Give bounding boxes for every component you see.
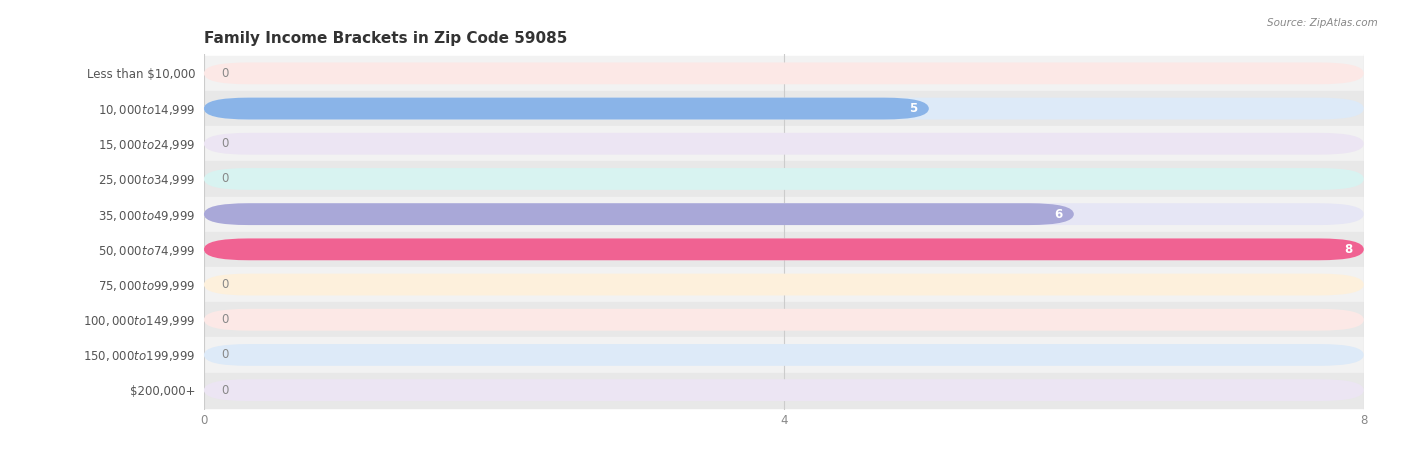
Text: 0: 0 (221, 67, 229, 80)
FancyBboxPatch shape (204, 98, 929, 119)
FancyBboxPatch shape (204, 344, 1364, 366)
FancyBboxPatch shape (204, 238, 1364, 260)
Bar (204, 302, 1364, 338)
Text: 0: 0 (221, 137, 229, 150)
Bar (204, 91, 1364, 126)
FancyBboxPatch shape (204, 274, 1364, 296)
Text: 8: 8 (1344, 243, 1353, 256)
Text: 0: 0 (221, 384, 229, 396)
Bar (204, 232, 1364, 267)
Bar (204, 162, 1364, 197)
FancyBboxPatch shape (204, 168, 1364, 190)
FancyBboxPatch shape (204, 98, 1364, 119)
Text: 0: 0 (221, 172, 229, 185)
Bar (204, 267, 1364, 302)
FancyBboxPatch shape (204, 203, 1364, 225)
FancyBboxPatch shape (204, 63, 1364, 84)
Bar (204, 373, 1364, 408)
Bar (204, 126, 1364, 162)
FancyBboxPatch shape (204, 309, 1364, 331)
FancyBboxPatch shape (204, 133, 1364, 155)
FancyBboxPatch shape (204, 238, 1364, 260)
Text: 0: 0 (221, 313, 229, 326)
Text: 5: 5 (910, 102, 917, 115)
FancyBboxPatch shape (204, 203, 1074, 225)
Text: Family Income Brackets in Zip Code 59085: Family Income Brackets in Zip Code 59085 (204, 31, 567, 46)
Text: 0: 0 (221, 348, 229, 361)
Text: 6: 6 (1054, 207, 1063, 220)
Text: Source: ZipAtlas.com: Source: ZipAtlas.com (1267, 18, 1378, 28)
FancyBboxPatch shape (204, 379, 1364, 401)
Bar (204, 197, 1364, 232)
Bar (204, 338, 1364, 373)
Text: 0: 0 (221, 278, 229, 291)
Bar (204, 56, 1364, 91)
